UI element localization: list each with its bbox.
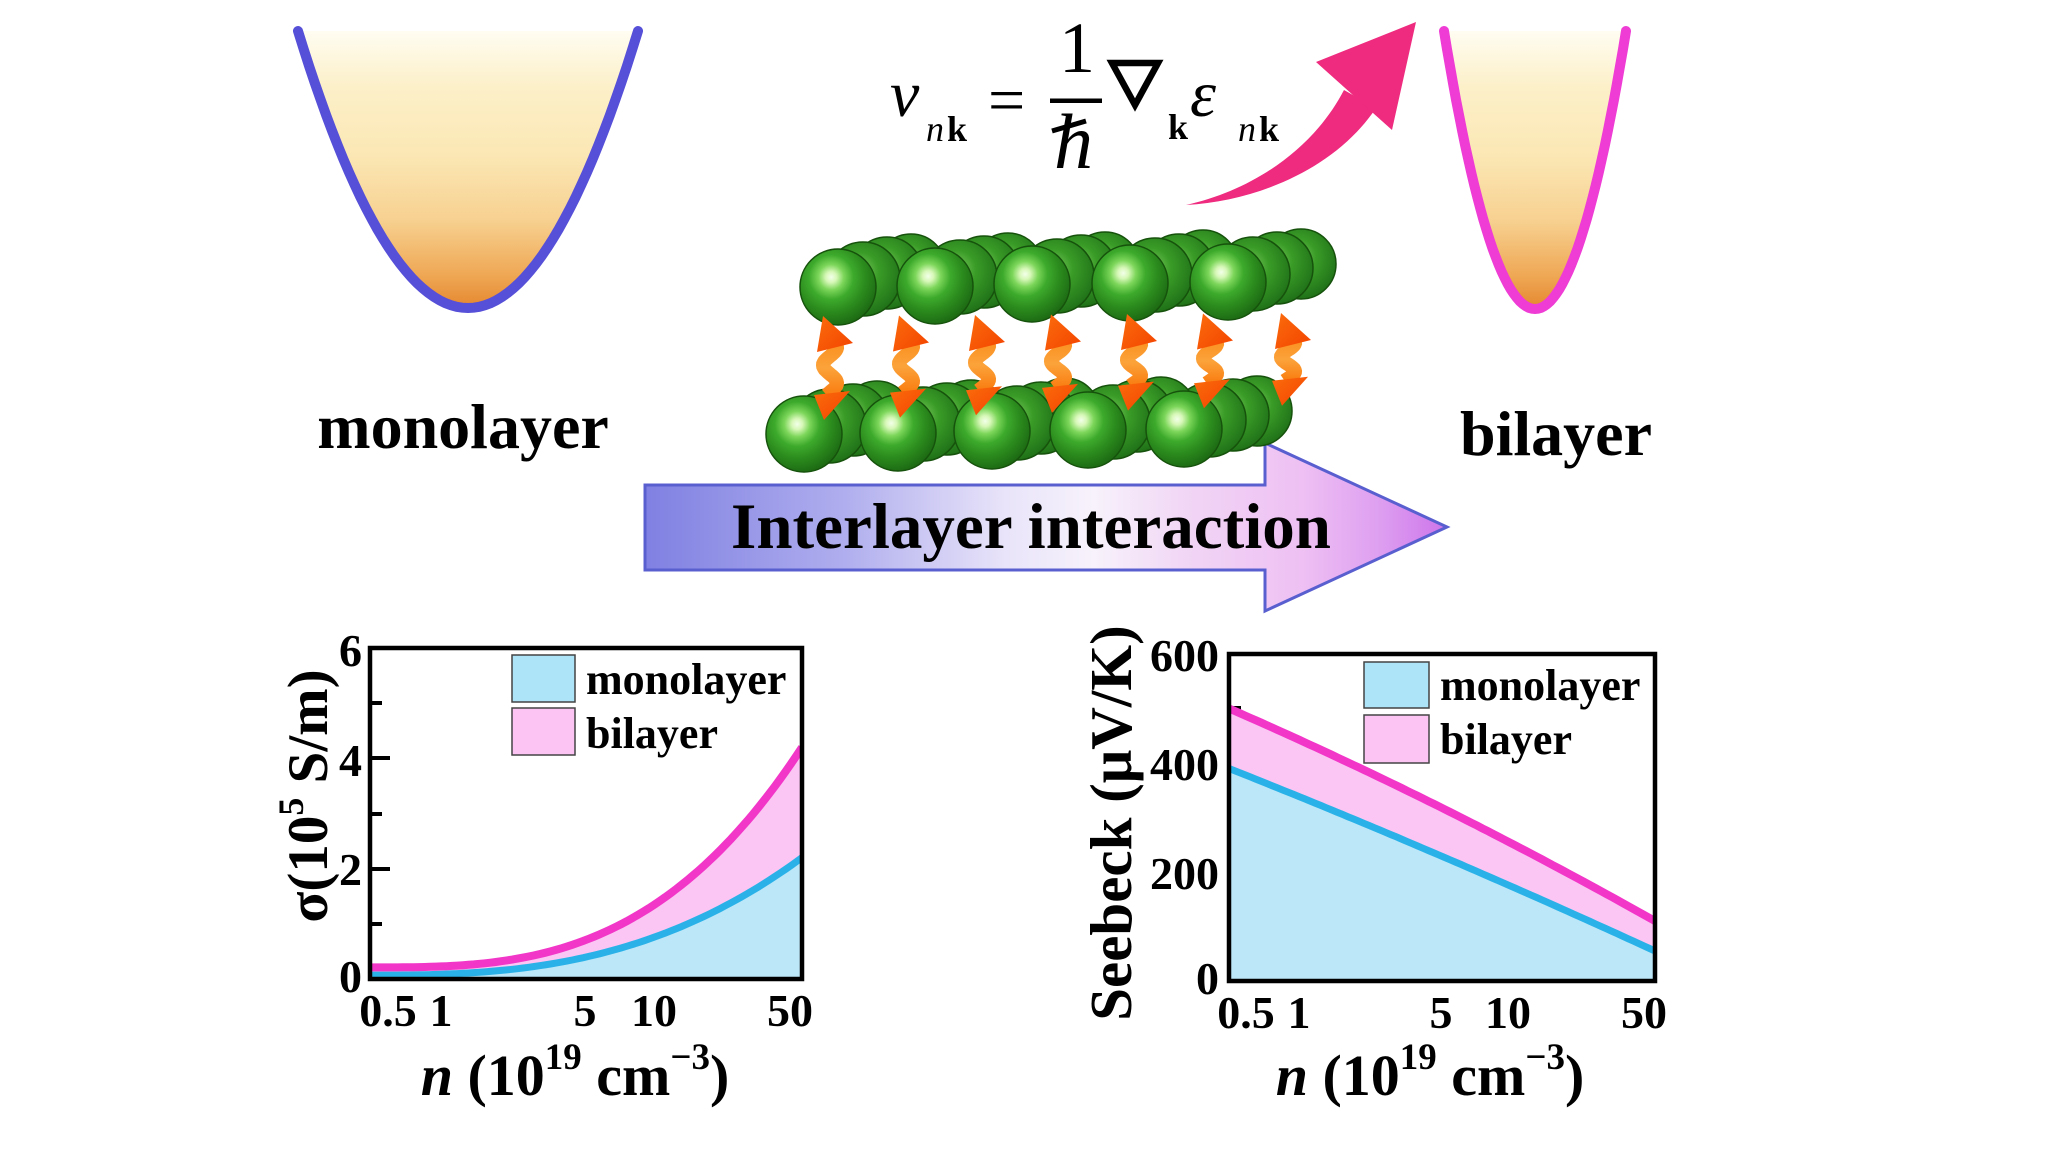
svg-text:ε: ε (1190, 58, 1216, 131)
svg-text:0: 0 (339, 951, 362, 1002)
svg-text:n: n (1238, 109, 1256, 149)
svg-text:0.5: 0.5 (1217, 987, 1275, 1038)
svg-text:5: 5 (1430, 987, 1453, 1038)
svg-text:2: 2 (339, 844, 362, 895)
svg-text:monolayer: monolayer (586, 655, 786, 704)
svg-text:n (1019 cm−3): n (1019 cm−3) (1276, 1037, 1585, 1108)
svg-text:k: k (1259, 109, 1279, 149)
svg-text:Seebeck (μV/K): Seebeck (μV/K) (1078, 625, 1144, 1021)
svg-text:bilayer: bilayer (586, 709, 718, 758)
svg-text:50: 50 (767, 985, 813, 1036)
svg-text:σ(105 S/m): σ(105 S/m) (271, 669, 340, 922)
svg-text:5: 5 (574, 985, 597, 1036)
svg-text:50: 50 (1621, 987, 1667, 1038)
svg-text:400: 400 (1150, 739, 1219, 790)
svg-text:monolayer: monolayer (1440, 661, 1640, 710)
svg-text:=: = (988, 64, 1025, 137)
svg-text:k: k (1168, 107, 1188, 147)
svg-text:10: 10 (1485, 987, 1531, 1038)
svg-text:4: 4 (339, 735, 362, 786)
svg-text:Interlayer interaction: Interlayer interaction (731, 491, 1331, 563)
svg-text:bilayer: bilayer (1440, 715, 1572, 764)
svg-text:200: 200 (1150, 848, 1219, 899)
svg-text:n (1019 cm−3): n (1019 cm−3) (421, 1037, 730, 1108)
svg-text:monolayer: monolayer (317, 391, 609, 462)
svg-text:1: 1 (430, 985, 453, 1036)
svg-text:0: 0 (1196, 953, 1219, 1004)
svg-text:6: 6 (339, 625, 362, 676)
svg-text:1: 1 (1288, 987, 1311, 1038)
svg-text:600: 600 (1150, 630, 1219, 681)
svg-text:k: k (947, 109, 967, 149)
svg-text:1: 1 (1059, 8, 1095, 88)
svg-text:v: v (890, 58, 920, 131)
svg-text:bilayer: bilayer (1460, 398, 1652, 469)
svg-text:10: 10 (631, 985, 677, 1036)
svg-text:0.5: 0.5 (359, 985, 417, 1036)
svg-text:n: n (926, 109, 944, 149)
svg-text:h: h (1054, 98, 1093, 185)
